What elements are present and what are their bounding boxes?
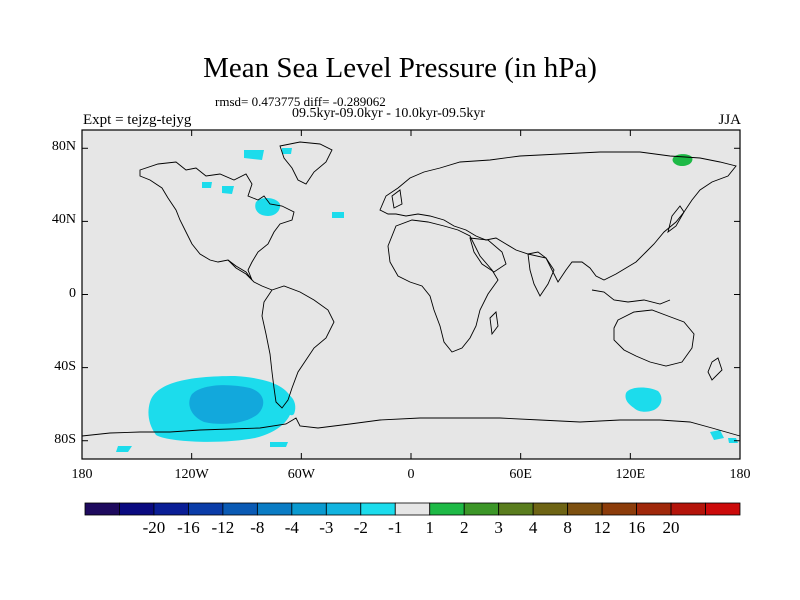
- anomaly-south-indian: [625, 387, 662, 412]
- x-tick-label: 120E: [615, 467, 646, 482]
- colorbar-label: -16: [177, 518, 200, 537]
- stats-line: rmsd= 0.473775 diff= -0.289062: [215, 94, 386, 109]
- anomaly-contours: [116, 148, 738, 452]
- colorbar-label: -8: [250, 518, 265, 537]
- coast-british-isles: [391, 189, 403, 209]
- colorbar-label: 16: [628, 518, 646, 537]
- colorbar-label: 20: [662, 518, 680, 537]
- anomaly-south-pacific-tail: [285, 394, 296, 416]
- anomaly-antarctic-3: [710, 430, 724, 440]
- coast-japan: [667, 205, 685, 234]
- anomaly-arctic-islands: [244, 150, 264, 160]
- coast-central-america: [227, 259, 273, 291]
- experiment-label: Expt = tejzg-tejyg: [83, 112, 192, 128]
- y-tick-label: 80S: [54, 431, 76, 447]
- x-tick-label: 0: [407, 467, 415, 482]
- y-tick-label: 0: [69, 285, 76, 301]
- colorbar-swatch: [256, 502, 293, 516]
- coast-madagascar: [489, 311, 499, 336]
- colorbar-label: 3: [494, 518, 503, 537]
- x-tick-label: 120W: [174, 467, 209, 482]
- anomaly-antarctic-1: [116, 446, 132, 452]
- colorbar-swatch: [567, 502, 603, 516]
- coastlines: [81, 141, 741, 437]
- x-tick-label: 60W: [287, 467, 315, 482]
- y-tick-label: 40N: [51, 212, 76, 228]
- anomaly-canada-2: [202, 182, 212, 188]
- coast-indonesia: [591, 289, 671, 305]
- colorbar-label: -2: [353, 518, 368, 537]
- colorbar-swatch: [84, 502, 120, 516]
- coast-new-zealand: [707, 357, 723, 381]
- anomaly-canada-1: [222, 186, 234, 194]
- colorbar-label: 8: [563, 518, 572, 537]
- coast-antarctica: [81, 417, 741, 437]
- colorbar-swatch: [429, 502, 465, 516]
- colorbar-swatch: [360, 502, 396, 516]
- colorbar-label: -1: [388, 518, 403, 537]
- colorbar-swatch: [291, 502, 327, 516]
- season-label: JJA: [718, 112, 741, 128]
- coast-south-america: [261, 285, 335, 409]
- anomaly-greenland: [282, 148, 292, 154]
- colorbar: [84, 502, 741, 516]
- coast-india: [527, 253, 555, 297]
- colorbar-swatch: [498, 502, 534, 516]
- colorbar-swatch: [325, 502, 362, 516]
- x-tick-label: 180: [71, 467, 93, 482]
- colorbar-swatch: [222, 502, 258, 516]
- chart-title: Mean Sea Level Pressure (in hPa): [203, 52, 597, 84]
- colorbar-swatch: [188, 502, 224, 516]
- colorbar-swatch: [394, 502, 431, 516]
- anomaly-atlantic: [332, 212, 344, 218]
- colorbar-label: 12: [593, 518, 611, 537]
- colorbar-label: -20: [142, 518, 166, 537]
- colorbar-label: 1: [425, 518, 434, 537]
- colorbar-swatch: [532, 502, 569, 516]
- map-frame: [81, 129, 741, 460]
- coast-north-america: [139, 161, 295, 281]
- colorbar-swatch: [153, 502, 189, 516]
- y-tick-label: 80N: [51, 139, 76, 155]
- coast-eurasia: [379, 151, 737, 283]
- colorbar-label: -12: [211, 518, 235, 537]
- colorbar-label: -3: [319, 518, 334, 537]
- colorbar-swatch: [601, 502, 637, 516]
- anomaly-antarctic-2: [270, 442, 288, 447]
- coast-arabia: [469, 237, 507, 273]
- colorbar-swatch: [636, 502, 672, 516]
- anomaly-south-pacific-inner: [189, 385, 264, 424]
- colorbar-label: 4: [528, 518, 538, 537]
- colorbar-label: -4: [284, 518, 299, 537]
- colorbar-swatch: [670, 502, 706, 516]
- anomaly-antarctic-4: [728, 438, 738, 443]
- periods-line: 09.5kyr-09.0kyr - 10.0kyr-09.5kyr: [292, 106, 486, 121]
- coast-africa: [387, 219, 499, 353]
- coast-australia: [613, 309, 695, 367]
- x-tick-label: 60E: [509, 467, 532, 482]
- y-tick-label: 40S: [54, 358, 76, 374]
- colorbar-label: 2: [459, 518, 469, 537]
- anomaly-hudson-bay: [255, 198, 281, 216]
- coast-greenland: [279, 141, 333, 185]
- x-tick-label: 180: [729, 467, 751, 482]
- colorbar-swatch: [463, 502, 500, 516]
- colorbar-swatch: [705, 502, 741, 516]
- colorbar-swatch: [119, 502, 155, 516]
